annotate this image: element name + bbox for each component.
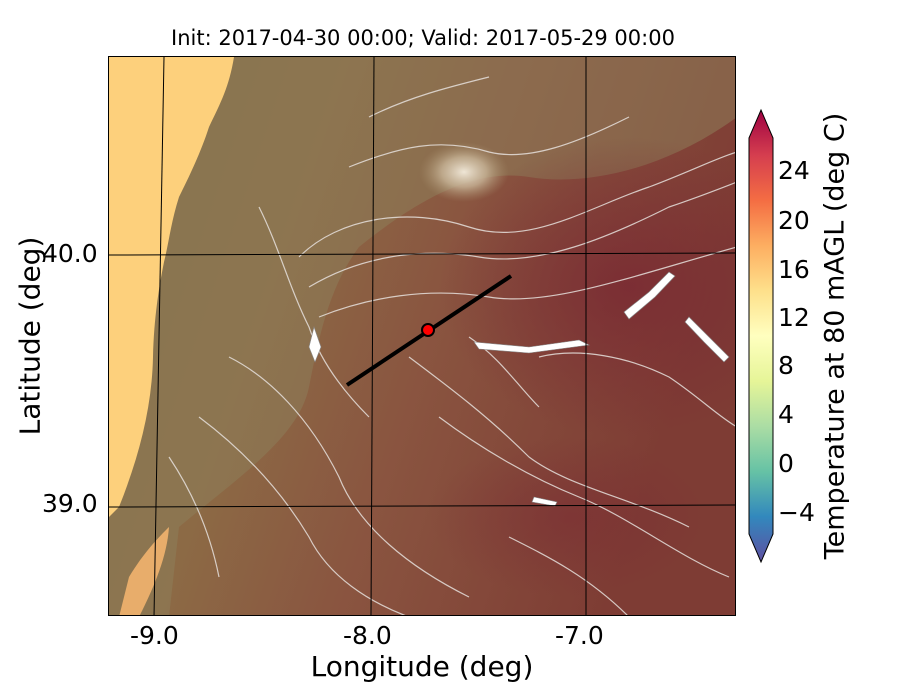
colorbar-tick-label: 20	[778, 206, 810, 235]
parallel-line	[109, 252, 735, 256]
river-features	[308, 271, 730, 507]
y-tick-label: 39.0	[42, 489, 98, 518]
x-tick-label: -7.0	[555, 621, 604, 650]
warm-region-south	[429, 437, 709, 597]
graticule	[109, 57, 735, 615]
colorbar	[748, 108, 774, 564]
colorbar-tick-label: 24	[778, 156, 810, 185]
x-axis-label: Longitude (deg)	[310, 650, 534, 683]
highland-shade	[109, 57, 735, 615]
map-svg	[109, 57, 735, 615]
colorbar-tick-label: 8	[778, 351, 794, 380]
colorbar-tick-label: 16	[778, 255, 810, 284]
map-panel	[108, 56, 736, 616]
meridian-line	[370, 57, 375, 615]
meridian-line	[153, 57, 165, 615]
y-axis-label: Latitude (deg)	[13, 236, 47, 436]
y-tick-label: 40.0	[42, 239, 98, 268]
colorbar-tick-label: −4	[778, 498, 815, 527]
elevation-contours	[168, 76, 735, 615]
colorbar-fill	[748, 108, 774, 564]
colorbar-tick-label: 12	[778, 303, 810, 332]
mountain-peak	[419, 142, 509, 202]
x-tick-label: -8.0	[343, 621, 392, 650]
location-marker	[421, 323, 435, 337]
x-tick-label: -9.0	[130, 621, 179, 650]
colorbar-tick-label: 0	[778, 449, 794, 478]
parallel-line	[109, 504, 735, 508]
estuary	[119, 527, 169, 615]
plot-title: Init: 2017-04-30 00:00; Valid: 2017-05-2…	[171, 26, 675, 50]
warm-region	[439, 137, 735, 437]
colorbar-label: Temperature at 80 mAGL (deg C)	[819, 112, 851, 560]
colorbar-tick-label: 4	[778, 400, 794, 429]
ocean-area	[109, 57, 234, 517]
